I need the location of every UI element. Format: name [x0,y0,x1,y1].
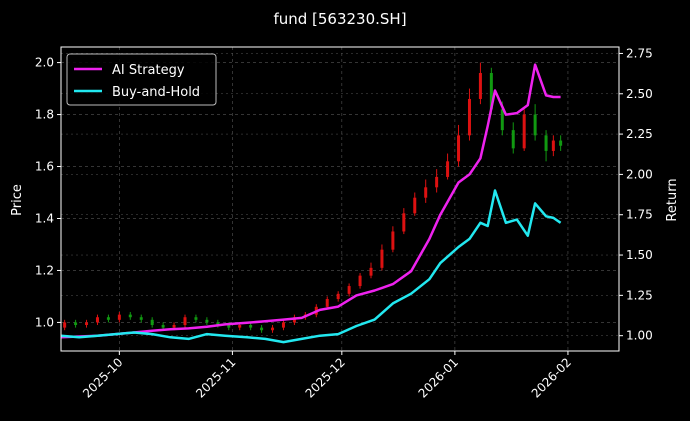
candle-body [467,98,471,136]
candle-body [183,317,187,326]
plot-frame [60,46,620,352]
y-tick-right-label: 1.50 [626,248,653,262]
candle-body [128,314,132,318]
candle-body [216,322,220,326]
candle-body [238,325,242,328]
candle-body [369,267,373,276]
y-tick-left-label: 1.8 [35,108,54,122]
y-tick-right-label: 2.25 [626,127,653,141]
candle-body [336,293,340,300]
y-tick-left-label: 1.0 [35,315,54,329]
y-axis-right: 1.00 1.25 1.50 1.75 2.00 2.25 2.50 2.75 [619,46,653,343]
series-line-ai-strategy [60,63,561,339]
candle-body [424,187,428,198]
candle-body [139,317,143,320]
candle-body [511,130,515,149]
candle-body [85,322,89,326]
grid [61,47,619,351]
y-tick-right-label: 1.25 [626,288,653,302]
series-lines [60,63,562,344]
candle-body [117,314,121,320]
candle-body [74,322,78,326]
y-tick-right-label: 2.75 [626,46,653,60]
candle-body [522,114,526,149]
y-tick-left-label: 1.2 [35,263,54,277]
candle-body [106,317,110,320]
candle-body [271,327,275,331]
legend: AI Strategy Buy-and-Hold [66,53,217,106]
candle-body [205,319,209,323]
candle-body [489,72,493,110]
y-tick-right-label: 1.00 [626,329,653,343]
chart-title: fund [563230.SH] [273,10,406,28]
candle-body [402,213,406,232]
candle-body [457,135,461,162]
candle-body [559,140,563,146]
candle-body [380,249,384,268]
candle-body [544,135,548,151]
y-tick-left-label: 1.4 [35,211,54,225]
candle-body [435,176,439,188]
candle-body [227,325,231,328]
candle-body [347,286,351,294]
y-tick-left-label: 2.0 [35,56,54,70]
candle-body [281,322,285,328]
legend-box [66,53,217,106]
candle-body [325,299,329,307]
legend-label-ai: AI Strategy [112,63,185,78]
y-axis-right-label: Return [665,178,680,221]
y-tick-right-label: 2.00 [626,167,653,181]
candle-body [63,322,67,328]
candle-body [500,109,504,131]
candle-body [95,317,99,323]
y-tick-left-label: 1.6 [35,160,54,174]
y-axis-left-label: Price [10,184,25,216]
candle-body [161,325,165,328]
candle-body [533,114,537,136]
candle-body [478,72,482,99]
candle-body [172,325,176,328]
candle-body [150,319,154,326]
candle-body [194,317,198,320]
candle-body [358,275,362,287]
y-axis-left: 1.0 1.2 1.4 1.6 1.8 2.0 [35,56,61,329]
series-line-buy-and-hold [60,189,562,344]
legend-label-bh: Buy-and-Hold [112,85,200,100]
y-tick-right-label: 1.75 [626,208,653,222]
candle-body [551,140,555,151]
candle-body [260,327,264,331]
candle-body [391,231,395,250]
candle-body [446,161,450,177]
y-tick-right-label: 2.50 [626,87,653,101]
candle-body [413,197,417,214]
candle-body [249,325,253,328]
